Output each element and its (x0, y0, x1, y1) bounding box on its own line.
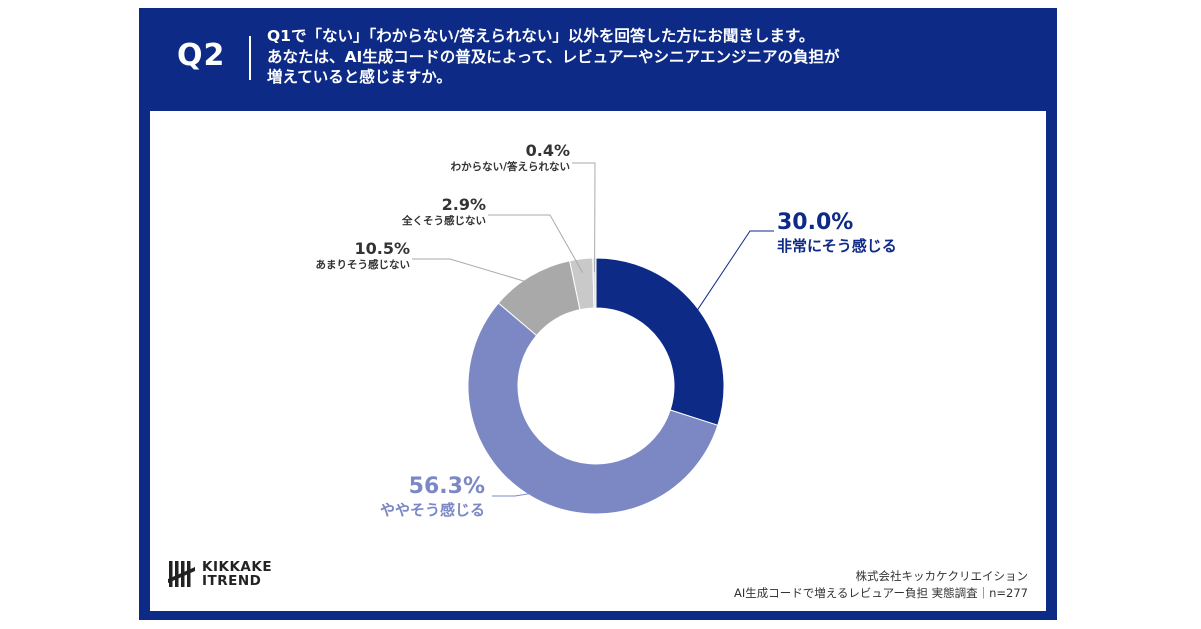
pct-somewhat-feel: 56.3% (408, 474, 485, 499)
cat-not-much: あまりそう感じない (315, 259, 411, 271)
cat-unknown: わからない/答えられない (450, 161, 570, 173)
leader-not-much (412, 258, 536, 286)
kikkake-logo: KIKKAKE ITREND (168, 559, 272, 589)
credit-survey: AI生成コードで増えるレビュアー負担 実態調査｜n=277 (733, 586, 1028, 600)
question-header: Q2 Q1で「ない」「わからない/答えられない」以外を回答した方にお聞きします。… (139, 8, 1057, 108)
label-not-at-all: 2.9% 全くそう感じない (402, 195, 486, 228)
label-not-much: 10.5% あまりそう感じない (316, 239, 411, 272)
header-divider (249, 36, 251, 80)
pct-unknown: 0.4% (525, 141, 570, 160)
label-strongly-feel: 30.0% 非常にそう感じる (777, 210, 897, 256)
leader-somewhat-feel (492, 492, 537, 497)
label-somewhat-feel: 56.3% ややそう感じる (380, 474, 485, 520)
logo-line1: KIKKAKE (202, 559, 273, 575)
donut-chart (412, 162, 774, 515)
label-unknown: 0.4% わからない/答えられない (451, 141, 570, 174)
source-credit: 株式会社キッカケクリエイション AI生成コードで増えるレビュアー負担 実態調査｜… (734, 568, 1028, 602)
pct-strongly-feel: 30.0% (777, 210, 854, 235)
question-text: Q1で「ない」「わからない/答えられない」以外を回答した方にお聞きします。 あな… (267, 27, 840, 86)
logo-mark-icon (168, 561, 195, 587)
question-number: Q2 (177, 38, 226, 73)
slice-unknown (592, 257, 597, 309)
leader-not-at-all (488, 214, 584, 274)
cat-somewhat-feel: ややそう感じる (379, 501, 485, 519)
cat-strongly-feel: 非常にそう感じる (777, 237, 897, 255)
chart-panel: 30.0% 非常にそう感じる 56.3% ややそう感じる 10.5% あまりそう… (150, 111, 1046, 611)
slice-strongly-feel (595, 257, 725, 426)
cat-not-at-all: 全くそう感じない (402, 215, 486, 227)
pct-not-much: 10.5% (354, 239, 410, 258)
pct-not-at-all: 2.9% (441, 195, 486, 214)
slice-somewhat-feel (467, 302, 719, 515)
logo-line2: ITREND (202, 573, 262, 589)
credit-company: 株式会社キッカケクリエイション (855, 569, 1029, 583)
leader-unknown (572, 162, 596, 273)
leader-strongly-feel (694, 230, 774, 315)
survey-card: Q2 Q1で「ない」「わからない/答えられない」以外を回答した方にお聞きします。… (139, 8, 1057, 620)
